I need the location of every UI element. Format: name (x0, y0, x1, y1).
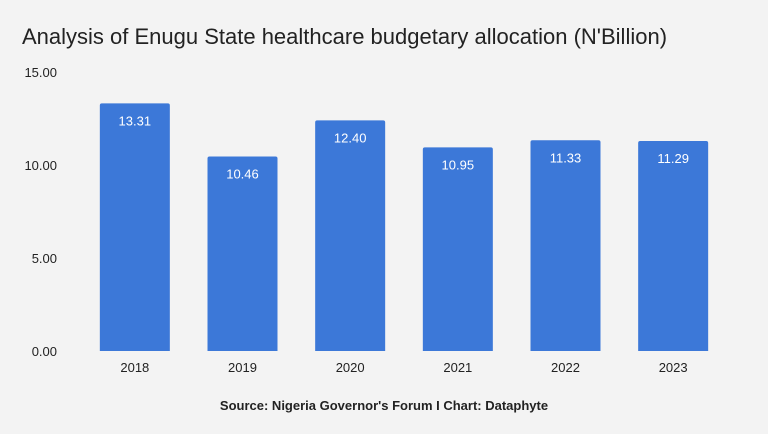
bar-2022 (530, 140, 601, 351)
bar-2021 (422, 147, 493, 351)
data-label: 13.31 (119, 113, 152, 128)
x-tick-label: 2023 (659, 360, 688, 375)
x-tick-label: 2019 (228, 360, 257, 375)
y-tick-label: 15.00 (24, 65, 57, 80)
y-tick-label: 10.00 (24, 158, 57, 173)
x-tick-label: 2018 (120, 360, 149, 375)
chart-title: Analysis of Enugu State healthcare budge… (22, 24, 668, 49)
data-label: 11.29 (657, 151, 689, 166)
bar-2023 (638, 141, 709, 351)
bar-2019 (207, 156, 278, 351)
data-label: 10.46 (226, 166, 259, 181)
bar-2018 (99, 103, 170, 352)
source-note: Source: Nigeria Governor's Forum I Chart… (219, 398, 549, 413)
bar-2020 (315, 120, 386, 351)
x-tick-label: 2022 (551, 360, 580, 375)
data-label: 12.40 (334, 130, 367, 145)
data-label: 10.95 (442, 157, 475, 172)
x-tick-label: 2021 (443, 360, 472, 375)
y-tick-label: 5.00 (32, 251, 57, 266)
data-label: 11.33 (550, 150, 582, 165)
y-tick-label: 0.00 (32, 344, 57, 359)
x-tick-label: 2020 (336, 360, 365, 375)
